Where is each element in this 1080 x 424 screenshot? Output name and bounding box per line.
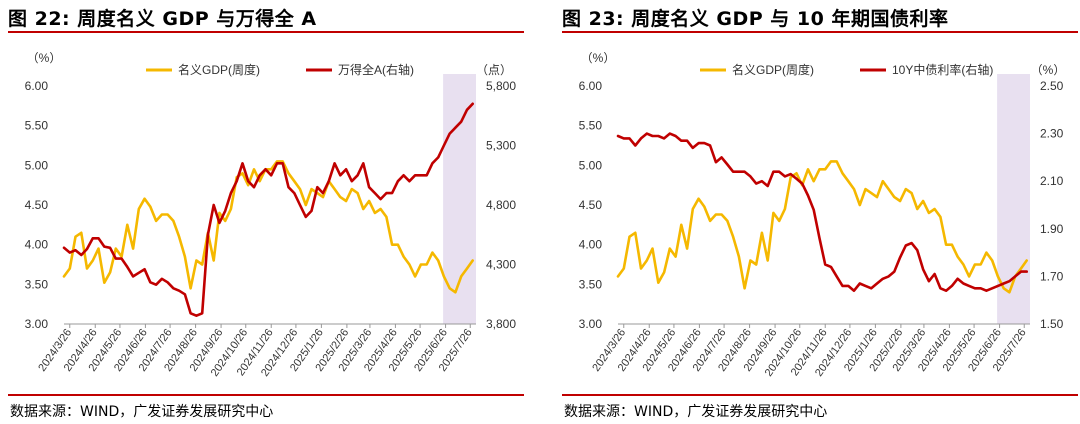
y2-tick-label: 4,300 bbox=[486, 258, 516, 272]
title-rule bbox=[562, 31, 1078, 33]
chart-gdp-vs-10y-yield: 3.00 3.50 4.00 4.50 5.00 5.50 6.00 1.50 1.70 1.90… bbox=[579, 51, 1066, 379]
series-line-0 bbox=[62, 160, 475, 294]
y-tick-label: 5.50 bbox=[25, 119, 49, 133]
source-note: 数据来源：WIND，广发证券发展研究中心 bbox=[10, 404, 274, 420]
y-tick-label: 5.00 bbox=[579, 158, 603, 172]
y2-tick-label: 2.50 bbox=[1040, 79, 1064, 93]
series-line-1 bbox=[616, 132, 1029, 293]
y2-tick-label: 2.10 bbox=[1040, 174, 1064, 188]
y-tick-label: 3.00 bbox=[25, 317, 49, 331]
figure-title: 图 22: 周度名义 GDP 与万得全 A bbox=[8, 8, 317, 30]
figure-title: 图 23: 周度名义 GDP 与 10 年期国债利率 bbox=[562, 8, 949, 30]
title-rule bbox=[8, 31, 524, 33]
legend-label: 名义GDP(周度) bbox=[178, 62, 260, 77]
y-tick-label: 6.00 bbox=[579, 79, 603, 93]
figure-23-panel: 图 23: 周度名义 GDP 与 10 年期国债利率 3.00 3.50 4.00 4… bbox=[562, 0, 1080, 424]
right-unit-label: （点） bbox=[476, 63, 512, 77]
y-tick-label: 4.50 bbox=[579, 198, 603, 212]
y2-tick-label: 5,800 bbox=[486, 79, 516, 93]
right-unit-label: （%） bbox=[1031, 63, 1066, 77]
legend-label: 名义GDP(周度) bbox=[732, 62, 814, 77]
legend-label: 10Y中债利率(右轴) bbox=[892, 62, 993, 77]
figure-22-panel: 图 22: 周度名义 GDP 与万得全 A 3.00 3.50 4.00 4.50 5.… bbox=[8, 0, 528, 424]
y-tick-label: 6.00 bbox=[25, 79, 49, 93]
y-tick-label: 3.00 bbox=[579, 317, 603, 331]
y2-tick-label: 4,800 bbox=[486, 198, 516, 212]
y-tick-label: 4.50 bbox=[25, 198, 49, 212]
y2-tick-label: 2.30 bbox=[1040, 127, 1064, 141]
y2-tick-label: 1.50 bbox=[1040, 317, 1064, 331]
y2-tick-label: 1.70 bbox=[1040, 269, 1064, 283]
source-rule bbox=[8, 394, 524, 396]
y-tick-label: 3.50 bbox=[579, 277, 603, 291]
series-line-0 bbox=[616, 160, 1029, 294]
y-tick-label: 3.50 bbox=[25, 277, 49, 291]
legend-label: 万得全A(右轴) bbox=[338, 62, 414, 77]
left-unit-label: （%） bbox=[581, 51, 616, 65]
chart-gdp-vs-wind-a: 3.00 3.50 4.00 4.50 5.00 5.50 6.00 3,800 4,300 4,… bbox=[25, 51, 517, 379]
left-unit-label: （%） bbox=[27, 51, 62, 65]
y-tick-label: 5.00 bbox=[25, 158, 49, 172]
y2-tick-label: 3,800 bbox=[486, 317, 516, 331]
source-note: 数据来源：WIND，广发证券发展研究中心 bbox=[564, 404, 828, 420]
y-tick-label: 5.50 bbox=[579, 119, 603, 133]
y-tick-label: 4.00 bbox=[579, 238, 603, 252]
series-line-1 bbox=[62, 102, 475, 318]
y2-tick-label: 1.90 bbox=[1040, 222, 1064, 236]
y-tick-label: 4.00 bbox=[25, 238, 49, 252]
y2-tick-label: 5,300 bbox=[486, 139, 516, 153]
source-rule bbox=[562, 394, 1078, 396]
